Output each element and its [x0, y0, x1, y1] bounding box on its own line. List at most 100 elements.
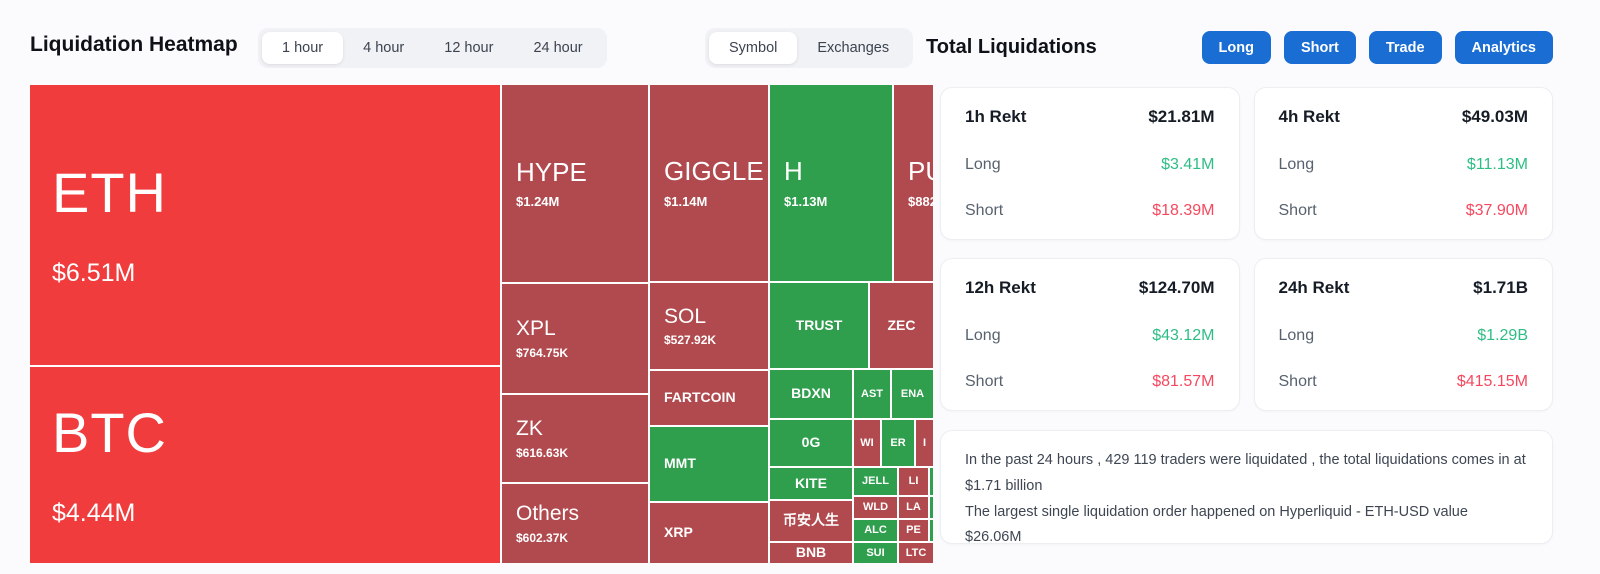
- short-button[interactable]: Short: [1283, 31, 1356, 64]
- tile-label: WLD: [862, 501, 889, 514]
- tile-label: SUI: [866, 546, 885, 559]
- treemap-tile-kite[interactable]: KITE: [770, 468, 852, 499]
- card-period-label: 1h Rekt: [965, 107, 1027, 126]
- tab-4-hour[interactable]: 4 hour: [363, 40, 405, 56]
- card-short-label: Short: [1278, 202, 1317, 219]
- treemap-tile-trust[interactable]: TRUST: [770, 283, 868, 368]
- card-long-value: $1.29B: [1477, 326, 1528, 344]
- treemap-tile-xrp[interactable]: XRP: [650, 503, 768, 563]
- treemap-tile-ltc[interactable]: LTC: [899, 543, 933, 563]
- long-button[interactable]: Long: [1201, 31, 1271, 64]
- tile-label: LI: [908, 475, 919, 488]
- treemap-tile-h[interactable]: H $1.13M: [770, 85, 892, 281]
- tile-label: H: [784, 156, 803, 187]
- treemap-tile-zec[interactable]: ZEC: [870, 283, 933, 368]
- tile-label: GIGGLE: [664, 156, 764, 187]
- treemap-tile-eth[interactable]: ETH $6.51M: [30, 85, 500, 365]
- card-long-value: $3.41M: [1161, 155, 1215, 173]
- treemap-tile-sliver-1[interactable]: [930, 468, 933, 495]
- page-title: Liquidation Heatmap: [30, 33, 238, 56]
- stat-card-12h-rekt: 12h Rekt $124.70M Long $43.12M Short $81…: [940, 258, 1240, 411]
- treemap-tile-wld[interactable]: WLD: [854, 497, 897, 518]
- card-short-value: $81.57M: [1152, 373, 1215, 390]
- card-total-value: $124.70M: [1138, 278, 1215, 297]
- treemap-tile-hype[interactable]: HYPE $1.24M: [502, 85, 648, 282]
- tile-label: I: [922, 436, 927, 449]
- card-period-label: 12h Rekt: [965, 278, 1036, 297]
- tile-label: BTC: [52, 400, 167, 464]
- tile-label: LA: [906, 501, 921, 514]
- tab-1-hour[interactable]: 1 hour: [262, 32, 344, 64]
- treemap-tile-ast[interactable]: AST: [854, 370, 890, 418]
- treemap-tile-xpl[interactable]: XPL $764.75K: [502, 284, 648, 393]
- tile-value: $602.37K: [516, 530, 569, 545]
- treemap-tile-pe[interactable]: PE: [899, 520, 928, 541]
- tile-label: Others: [516, 502, 580, 526]
- treemap-tile-alc[interactable]: ALC: [854, 520, 897, 541]
- treemap-tile-giggle[interactable]: GIGGLE $1.14M: [650, 85, 768, 281]
- treemap-tile-sui[interactable]: SUI: [854, 543, 897, 563]
- action-buttons: Long Short Trade Analytics: [1201, 31, 1553, 64]
- summary-line-2: The largest single liquidation order hap…: [965, 503, 1468, 546]
- tile-label: JELL: [862, 475, 889, 488]
- tile-label: ER: [890, 436, 906, 449]
- tile-value: $882: [908, 193, 933, 209]
- treemap-tile-binance-life[interactable]: 币安人生: [770, 501, 852, 541]
- tab-symbol[interactable]: Symbol: [709, 32, 798, 64]
- tile-value: $527.92K: [664, 333, 717, 348]
- tile-label: XPL: [516, 317, 556, 341]
- card-long-label: Long: [965, 155, 1001, 173]
- stat-card-4h-rekt: 4h Rekt $49.03M Long $11.13M Short $37.9…: [1253, 87, 1553, 240]
- treemap-tile-li[interactable]: LI: [899, 468, 928, 495]
- treemap-tile-bnb[interactable]: BNB: [770, 543, 852, 563]
- card-short-value: $415.15M: [1456, 373, 1528, 390]
- card-short-label: Short: [965, 202, 1004, 219]
- tile-value: $6.51M: [52, 259, 136, 288]
- analytics-button[interactable]: Analytics: [1454, 31, 1553, 64]
- tile-label: FARTCOIN: [664, 389, 736, 406]
- treemap-tile-btc[interactable]: BTC $4.44M: [30, 367, 500, 563]
- treemap-tile-er[interactable]: ER: [882, 420, 914, 466]
- treemap-tile-sol[interactable]: SOL $527.92K: [650, 283, 768, 369]
- tile-label: KITE: [795, 474, 827, 491]
- card-total-value: $49.03M: [1461, 107, 1528, 126]
- treemap-tile-sliver-2[interactable]: [930, 497, 933, 518]
- tile-label: AST: [861, 387, 883, 400]
- trade-button[interactable]: Trade: [1368, 31, 1442, 64]
- card-short-value: $37.90M: [1465, 202, 1528, 219]
- treemap-tile-jell[interactable]: JELL: [854, 468, 897, 495]
- tab-24-hour[interactable]: 24 hour: [533, 40, 583, 56]
- tab-exchanges[interactable]: Exchanges: [817, 40, 890, 56]
- tile-label: LTC: [905, 546, 927, 559]
- treemap-tile-others[interactable]: Others $602.37K: [502, 484, 648, 563]
- tile-value: $1.13M: [784, 193, 828, 209]
- stat-card-1h-rekt: 1h Rekt $21.81M Long $3.41M Short $18.39…: [940, 87, 1240, 240]
- tile-label: SOL: [664, 304, 707, 328]
- tile-label: ETH: [52, 160, 167, 224]
- tab-12-hour[interactable]: 12 hour: [444, 40, 494, 56]
- treemap-tile-la[interactable]: LA: [899, 497, 928, 518]
- treemap-tile-0g[interactable]: 0G: [770, 420, 852, 466]
- tile-value: $4.44M: [52, 499, 136, 528]
- liquidation-treemap: ETH $6.51M BTC $4.44M HYPE $1.24M XPL $764.75K Z…: [30, 85, 933, 563]
- card-short-value: $18.39M: [1152, 202, 1215, 219]
- tile-label: 0G: [801, 434, 821, 451]
- tile-label: ALC: [864, 524, 887, 537]
- treemap-tile-pu[interactable]: PU $882: [894, 85, 933, 281]
- tile-value: $616.63K: [516, 445, 569, 460]
- card-short-label: Short: [1278, 373, 1317, 390]
- treemap-tile-ena[interactable]: ENA: [892, 370, 933, 418]
- treemap-tile-i[interactable]: I: [916, 420, 933, 466]
- tile-label: XRP: [664, 524, 693, 541]
- treemap-tile-mmt[interactable]: MMT: [650, 427, 768, 501]
- treemap-tile-wi[interactable]: WI: [854, 420, 880, 466]
- card-long-label: Long: [1278, 155, 1315, 173]
- treemap-tile-bdxn[interactable]: BDXN: [770, 370, 852, 418]
- tile-label: BNB: [795, 544, 827, 561]
- tile-label: PU: [908, 156, 933, 187]
- treemap-tile-zk[interactable]: ZK $616.63K: [502, 395, 648, 482]
- treemap-tile-fartcoin[interactable]: FARTCOIN: [650, 371, 768, 425]
- summary-line-1: In the past 24 hours , 429 119 traders w…: [965, 452, 1526, 494]
- card-long-value: $43.12M: [1152, 326, 1215, 344]
- treemap-tile-sliver-3[interactable]: [930, 520, 933, 541]
